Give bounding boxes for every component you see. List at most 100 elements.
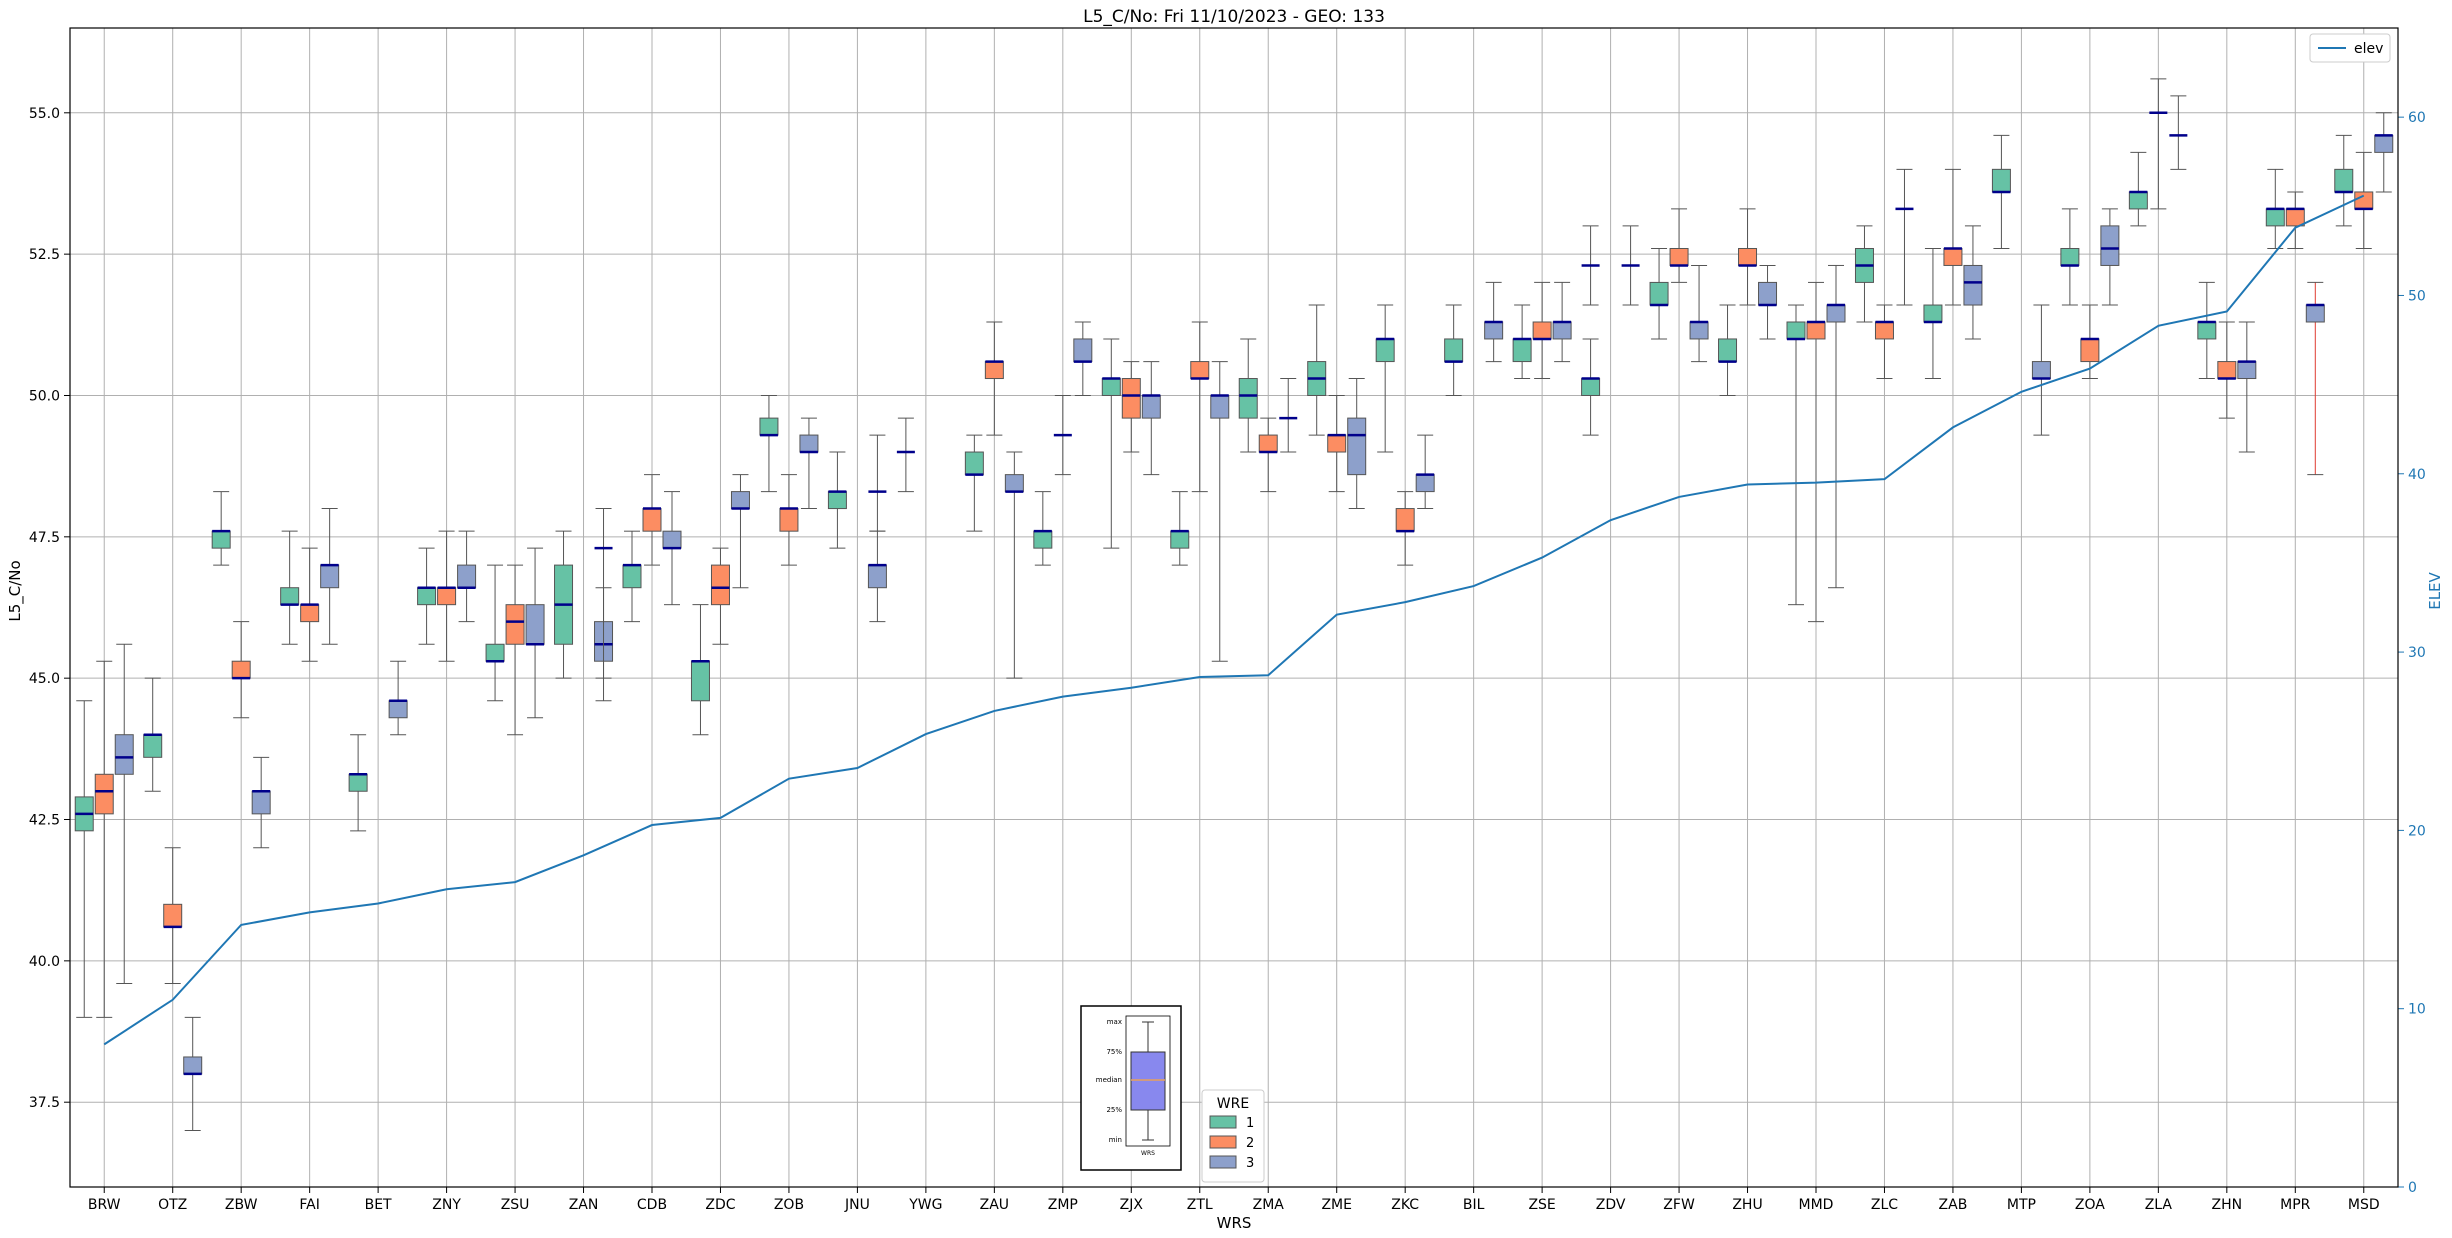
box-body bbox=[1347, 417, 1367, 476]
box-body bbox=[1718, 338, 1738, 363]
box-3-zoa bbox=[2100, 208, 2120, 306]
box-body bbox=[2197, 321, 2217, 340]
y-axis-label: L5_C/No bbox=[6, 560, 25, 621]
wre-legend-title: WRE bbox=[1217, 1096, 1249, 1112]
box-2-zhn bbox=[2217, 321, 2237, 419]
box-body bbox=[1190, 361, 1210, 380]
box-body bbox=[2080, 338, 2100, 363]
wre-legend-label-3: 3 bbox=[1246, 1156, 1254, 1171]
box-body bbox=[114, 734, 134, 775]
wre-legend-swatch-1 bbox=[1209, 1115, 1237, 1129]
box-2-brw bbox=[94, 660, 114, 1018]
box-2-zlc bbox=[1874, 304, 1894, 380]
plot-area bbox=[70, 28, 2398, 1187]
x-tick-label: ZLA bbox=[2145, 1197, 2173, 1213]
box-body bbox=[1923, 304, 1943, 323]
box-body bbox=[984, 361, 1004, 380]
box-body bbox=[1073, 338, 1093, 363]
box-body bbox=[2265, 208, 2285, 227]
box-body bbox=[799, 434, 819, 453]
box-body bbox=[642, 508, 662, 532]
box-2-zsu bbox=[505, 564, 525, 736]
x-tick-label: ZOB bbox=[774, 1197, 804, 1213]
box-1-zma bbox=[1238, 338, 1258, 453]
box-1-zla bbox=[2128, 151, 2148, 227]
box-body bbox=[163, 903, 183, 928]
box-body bbox=[1758, 281, 1778, 306]
box-2-zob bbox=[779, 474, 799, 566]
box-body bbox=[1991, 168, 2011, 193]
box-body bbox=[2334, 168, 2354, 193]
box-body bbox=[143, 734, 163, 758]
x-tick-label: ZSU bbox=[501, 1197, 530, 1213]
box-body bbox=[437, 587, 457, 606]
inset-box bbox=[1130, 1051, 1166, 1111]
box-body bbox=[251, 790, 271, 815]
box-body bbox=[2305, 304, 2325, 323]
box-3-zkc bbox=[1415, 434, 1435, 510]
median-only-3-jnu bbox=[868, 434, 887, 532]
inset-label: median bbox=[1096, 1076, 1122, 1084]
y-tick-label: 45.0 bbox=[29, 671, 60, 687]
x-tick-label: MSD bbox=[2348, 1197, 2380, 1213]
inset-label: max bbox=[1107, 1018, 1122, 1026]
x-tick-label: YWG bbox=[908, 1197, 942, 1213]
median-only-3-zdv bbox=[1621, 225, 1640, 306]
y-tick-label: 40.0 bbox=[29, 954, 60, 970]
box-1-jnu bbox=[827, 451, 847, 549]
box-1-mpr bbox=[2265, 168, 2285, 249]
box-body bbox=[1512, 338, 1532, 363]
box-body bbox=[231, 660, 251, 679]
box-3-mpr-special bbox=[2305, 281, 2325, 476]
y2-tick-label: 10 bbox=[2408, 1002, 2426, 1018]
median-only-2-zla bbox=[2149, 78, 2168, 210]
box-body bbox=[2060, 247, 2080, 266]
y-tick-label: 47.5 bbox=[29, 530, 60, 546]
box-2-zdc bbox=[710, 547, 730, 645]
box-1-ztl bbox=[1170, 491, 1190, 566]
box-body bbox=[1649, 281, 1669, 306]
median-only-3-zan bbox=[594, 508, 613, 679]
y2-tick-label: 0 bbox=[2408, 1180, 2417, 1196]
y2-tick-label: 20 bbox=[2408, 823, 2426, 839]
box-1-zlc bbox=[1854, 225, 1874, 323]
box-2-mpr bbox=[2285, 191, 2305, 249]
box-body bbox=[1004, 474, 1024, 493]
box-body bbox=[867, 564, 887, 589]
box-body bbox=[211, 530, 231, 549]
y-tick-label: 55.0 bbox=[29, 106, 60, 122]
box-body bbox=[1552, 321, 1572, 340]
box-3-ztl bbox=[1210, 361, 1230, 662]
box-body bbox=[457, 564, 477, 589]
x-tick-label: ZNY bbox=[432, 1197, 461, 1213]
box-body bbox=[2100, 225, 2120, 266]
median-only-1-ywg bbox=[896, 417, 915, 493]
box-1-mmd bbox=[1786, 304, 1806, 606]
box-body bbox=[280, 587, 300, 606]
box-1-zny bbox=[417, 547, 437, 645]
box-body bbox=[759, 417, 779, 436]
box-body bbox=[1141, 394, 1161, 419]
box-body bbox=[2031, 361, 2051, 380]
box-body bbox=[1786, 321, 1806, 340]
box-body bbox=[2217, 361, 2237, 380]
x-tick-label: BIL bbox=[1463, 1197, 1485, 1213]
median-only-2-zmp bbox=[1053, 394, 1072, 476]
box-body bbox=[964, 451, 984, 476]
box-1-zdv bbox=[1581, 338, 1601, 436]
x-tick-label: ZHU bbox=[1732, 1197, 1762, 1213]
box-3-msd bbox=[2374, 112, 2394, 193]
box-body bbox=[320, 564, 340, 589]
wre-legend-swatch-2 bbox=[1209, 1135, 1237, 1149]
box-2-zkc bbox=[1395, 491, 1415, 566]
box-2-zhu bbox=[1738, 208, 1758, 306]
inset-label: 75% bbox=[1106, 1048, 1122, 1056]
median-only-1-zdv bbox=[1581, 225, 1600, 306]
box-3-zme bbox=[1347, 378, 1367, 510]
box-1-zab bbox=[1923, 247, 1943, 380]
box-3-zse bbox=[1552, 281, 1572, 363]
box-body bbox=[1395, 508, 1415, 532]
elev-line bbox=[103, 194, 2365, 1046]
box-body bbox=[183, 1056, 203, 1075]
